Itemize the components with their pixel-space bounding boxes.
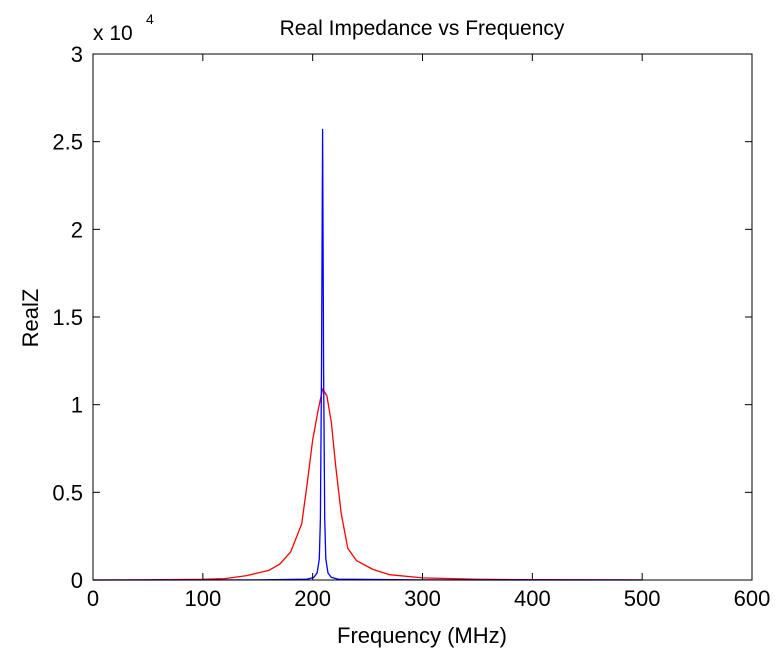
y-tick-label: 1 [71,393,83,418]
y-multiplier-exponent: 4 [146,11,154,27]
x-axis-title: Frequency (MHz) [337,623,507,648]
axes: 0 100 200 300 400 500 600 0 0.5 1 1.5 2 2.5 3 [52,42,770,611]
x-tick-label: 100 [184,586,221,611]
series-line-2 [92,128,643,581]
x-tick-label: 300 [404,586,441,611]
y-axis-title: RealZ [18,289,43,348]
x-tick-label: 400 [514,586,551,611]
y-tick-label: 0 [71,568,83,593]
x-tick-label: 0 [87,586,99,611]
y-tick-label: 0.5 [52,480,83,505]
y-tick-label: 1.5 [52,305,83,330]
x-tick-label: 600 [734,586,771,611]
series-line-1 [92,388,643,581]
y-multiplier-label: x 10 [93,22,133,45]
y-tick-label: 2.5 [52,130,83,155]
y-tick-label: 2 [71,217,83,242]
chart-title: Real Impedance vs Frequency [280,17,565,40]
y-tick-label: 3 [71,42,83,67]
x-tick-label: 200 [294,586,331,611]
plot-area [92,128,643,581]
x-tick-label: 500 [624,586,661,611]
